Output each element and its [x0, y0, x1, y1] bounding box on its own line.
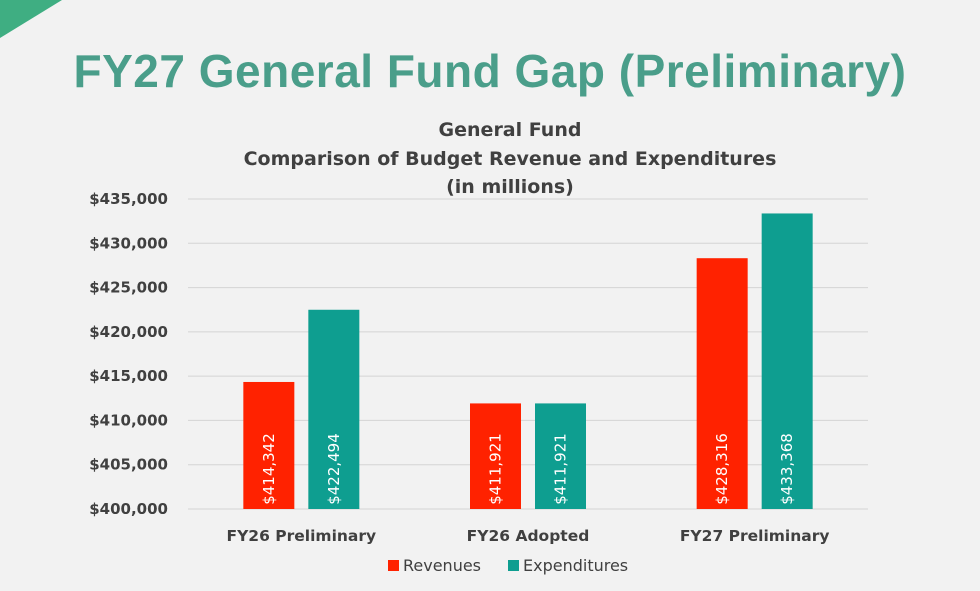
- revenue-legend-swatch: [388, 560, 399, 571]
- y-tick-label: $420,000: [89, 323, 168, 341]
- y-tick-label: $400,000: [89, 500, 168, 518]
- data-label: $414,342: [260, 433, 278, 505]
- chart-title-line: General Fund: [439, 119, 582, 141]
- chart-title-line: Comparison of Budget Revenue and Expendi…: [244, 148, 777, 170]
- y-tick-label: $415,000: [89, 367, 168, 385]
- y-tick-label: $425,000: [89, 279, 168, 297]
- x-category-label: FY26 Adopted: [467, 527, 590, 545]
- legend-label: Revenues: [403, 556, 481, 575]
- revenue-bar: [696, 258, 748, 509]
- corner-accent: [0, 0, 62, 38]
- y-tick-label: $430,000: [89, 234, 168, 252]
- data-label: $411,921: [552, 433, 570, 505]
- chart-title-line: (in millions): [446, 176, 574, 198]
- expenditure-legend-swatch: [508, 560, 519, 571]
- expenditure-bar: [535, 403, 586, 509]
- data-label: $411,921: [487, 433, 505, 505]
- slide-title: FY27 General Fund Gap (Preliminary): [73, 45, 907, 97]
- legend-label: Expenditures: [523, 556, 628, 575]
- revenue-bar: [470, 403, 521, 509]
- y-tick-label: $405,000: [89, 456, 168, 474]
- expenditure-bar: [761, 213, 813, 509]
- x-category-label: FY26 Preliminary: [227, 527, 377, 545]
- data-label: $422,494: [325, 433, 343, 505]
- data-label: $433,368: [778, 433, 796, 505]
- revenue-bar: [243, 381, 295, 509]
- x-category-label: FY27 Preliminary: [680, 527, 830, 545]
- y-tick-label: $435,000: [89, 190, 168, 208]
- data-label: $428,316: [713, 433, 731, 505]
- y-tick-label: $410,000: [89, 411, 168, 429]
- expenditure-bar: [308, 309, 360, 509]
